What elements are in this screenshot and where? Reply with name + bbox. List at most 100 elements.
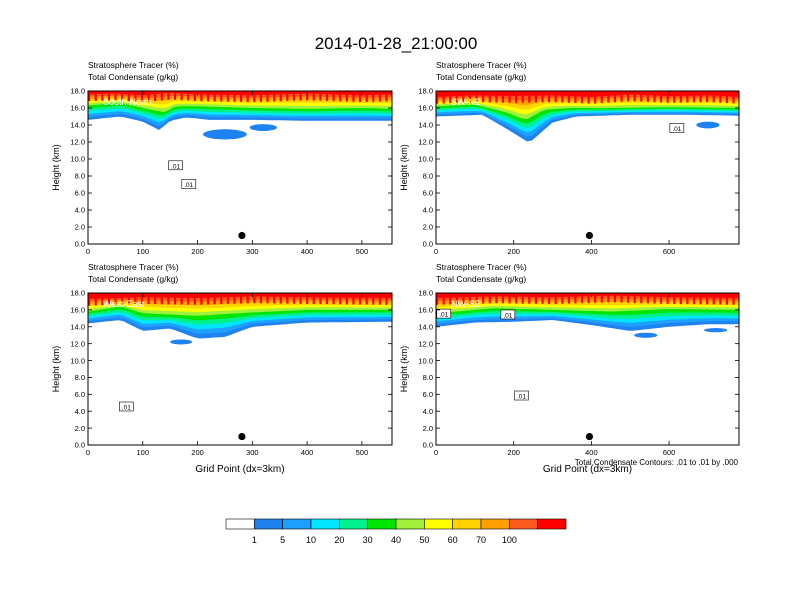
tracer-spike — [646, 91, 649, 102]
contour-label-box — [500, 309, 516, 320]
tracer-spike — [246, 92, 249, 102]
tracer-spike — [501, 91, 505, 103]
tracer-spike — [266, 293, 269, 304]
tracer-spike — [561, 91, 564, 103]
tracer-spike — [561, 293, 564, 304]
tracer-spike — [515, 93, 518, 103]
tracer-blob — [704, 328, 728, 333]
colorbar-label: 5 — [280, 535, 285, 545]
tracer-spike — [372, 293, 375, 305]
panels: .01 .01 0.0 2.0 4.0 6.0 8.0 10.0 12.0 14.0 16.0 18.… — [51, 60, 740, 475]
tracer-spike — [712, 91, 715, 103]
tracer-spike — [653, 91, 656, 103]
contour-label-box — [181, 179, 197, 189]
tracer-spike — [580, 92, 584, 104]
tracer-spike — [679, 91, 682, 103]
tracer-spike — [339, 91, 342, 102]
tracer-field — [436, 293, 739, 445]
contour-note: Total Condensate Contours: .01 to .01 by… — [575, 458, 739, 467]
tracer-spike — [554, 293, 557, 304]
panel-label: South-North — [103, 97, 152, 107]
tracer-spike — [167, 91, 170, 100]
tracer-spike — [88, 296, 91, 306]
tracer-spike — [640, 91, 643, 102]
tracer-spike — [686, 293, 689, 305]
tracer-spike — [455, 91, 458, 103]
plot-frame — [435, 292, 740, 446]
tracer-spike — [233, 293, 236, 304]
tracer-spike — [475, 293, 478, 304]
x-tick-label: 600 — [663, 448, 676, 457]
tracer-spike — [594, 293, 597, 303]
tracer-spike — [193, 293, 196, 305]
tracer-spike — [325, 294, 329, 305]
tracer-spike — [240, 91, 243, 102]
tracer-spike — [121, 91, 124, 101]
colorbar-swatch — [424, 518, 453, 530]
tracer-spike — [220, 293, 223, 305]
tracer-spike — [666, 92, 669, 103]
tracer-blob — [249, 124, 277, 131]
tracer-spike — [436, 295, 439, 305]
x-tick-label: 100 — [137, 448, 150, 457]
panel-label: SW-NE — [451, 97, 481, 107]
tracer-spike — [173, 293, 177, 305]
tracer-blob — [696, 121, 720, 129]
x-tick-label: 500 — [356, 247, 369, 256]
y-tick-label: 16.0 — [418, 104, 433, 113]
tracer-spike — [345, 293, 348, 305]
tracer-spike — [442, 91, 445, 104]
tracer-spike — [653, 293, 656, 304]
tracer-spike — [475, 91, 478, 103]
tracer-spike — [213, 91, 216, 102]
x-tick-label: 200 — [507, 247, 520, 256]
tracer-spike — [345, 91, 348, 102]
tracer-spike — [620, 91, 623, 102]
tracer-spike — [613, 91, 617, 103]
y-tick-label: 18.0 — [418, 87, 433, 96]
x-tick-label: 600 — [663, 247, 676, 256]
panel-2: .01 0.0 2.0 4.0 6.0 8.0 10.0 12.0 14.0 16.0 18.0 0 2… — [399, 60, 740, 256]
tracer-spike — [468, 293, 472, 304]
tracer-spike — [659, 293, 663, 304]
colorbar-swatch — [367, 518, 397, 530]
tracer-spike — [206, 91, 210, 102]
y-axis-label: Height (km) — [399, 346, 409, 393]
tracer-spike — [114, 91, 117, 101]
y-tick-label: 4.0 — [75, 206, 85, 215]
tracer-spike — [352, 91, 355, 102]
y-tick-label: 0.0 — [423, 441, 433, 450]
tracer-spike — [607, 293, 610, 303]
tracer-spike — [567, 91, 570, 103]
contour-label: .01 — [669, 123, 685, 133]
tracer-spike — [101, 293, 104, 306]
colorbar-label: 100 — [502, 535, 517, 545]
tracer-spike — [306, 293, 309, 304]
tracer-spike — [627, 92, 630, 102]
tracer-spike — [712, 293, 715, 305]
tracer-spike — [732, 293, 735, 305]
tracer-spike — [673, 294, 676, 305]
tracer-field — [88, 293, 392, 445]
tracer-spike — [154, 91, 157, 101]
tracer-spike — [94, 91, 97, 101]
tracer-spike — [706, 92, 709, 103]
y-tick-label: 12.0 — [418, 339, 433, 348]
colorbar-label: 40 — [391, 535, 401, 545]
tracer-spike — [541, 293, 544, 304]
tracer-spike — [725, 91, 729, 104]
tracer-spike — [719, 91, 722, 103]
panel-title-line1: Stratosphere Tracer (%) — [436, 262, 527, 272]
tracer-spike — [187, 293, 190, 305]
tracer-spike — [686, 91, 689, 103]
y-tick-label: 8.0 — [423, 172, 433, 181]
tracer-spike — [94, 293, 97, 306]
colorbar-swatch — [537, 518, 567, 530]
y-tick-label: 2.0 — [423, 223, 433, 232]
y-tick-label: 0.0 — [423, 240, 433, 249]
panel-title-line2: Total Condensate (g/kg) — [88, 72, 178, 82]
y-tick-label: 14.0 — [70, 322, 85, 331]
x-tick-label: 200 — [191, 448, 204, 457]
tracer-spike — [385, 293, 388, 305]
colorbar-label: 60 — [448, 535, 458, 545]
